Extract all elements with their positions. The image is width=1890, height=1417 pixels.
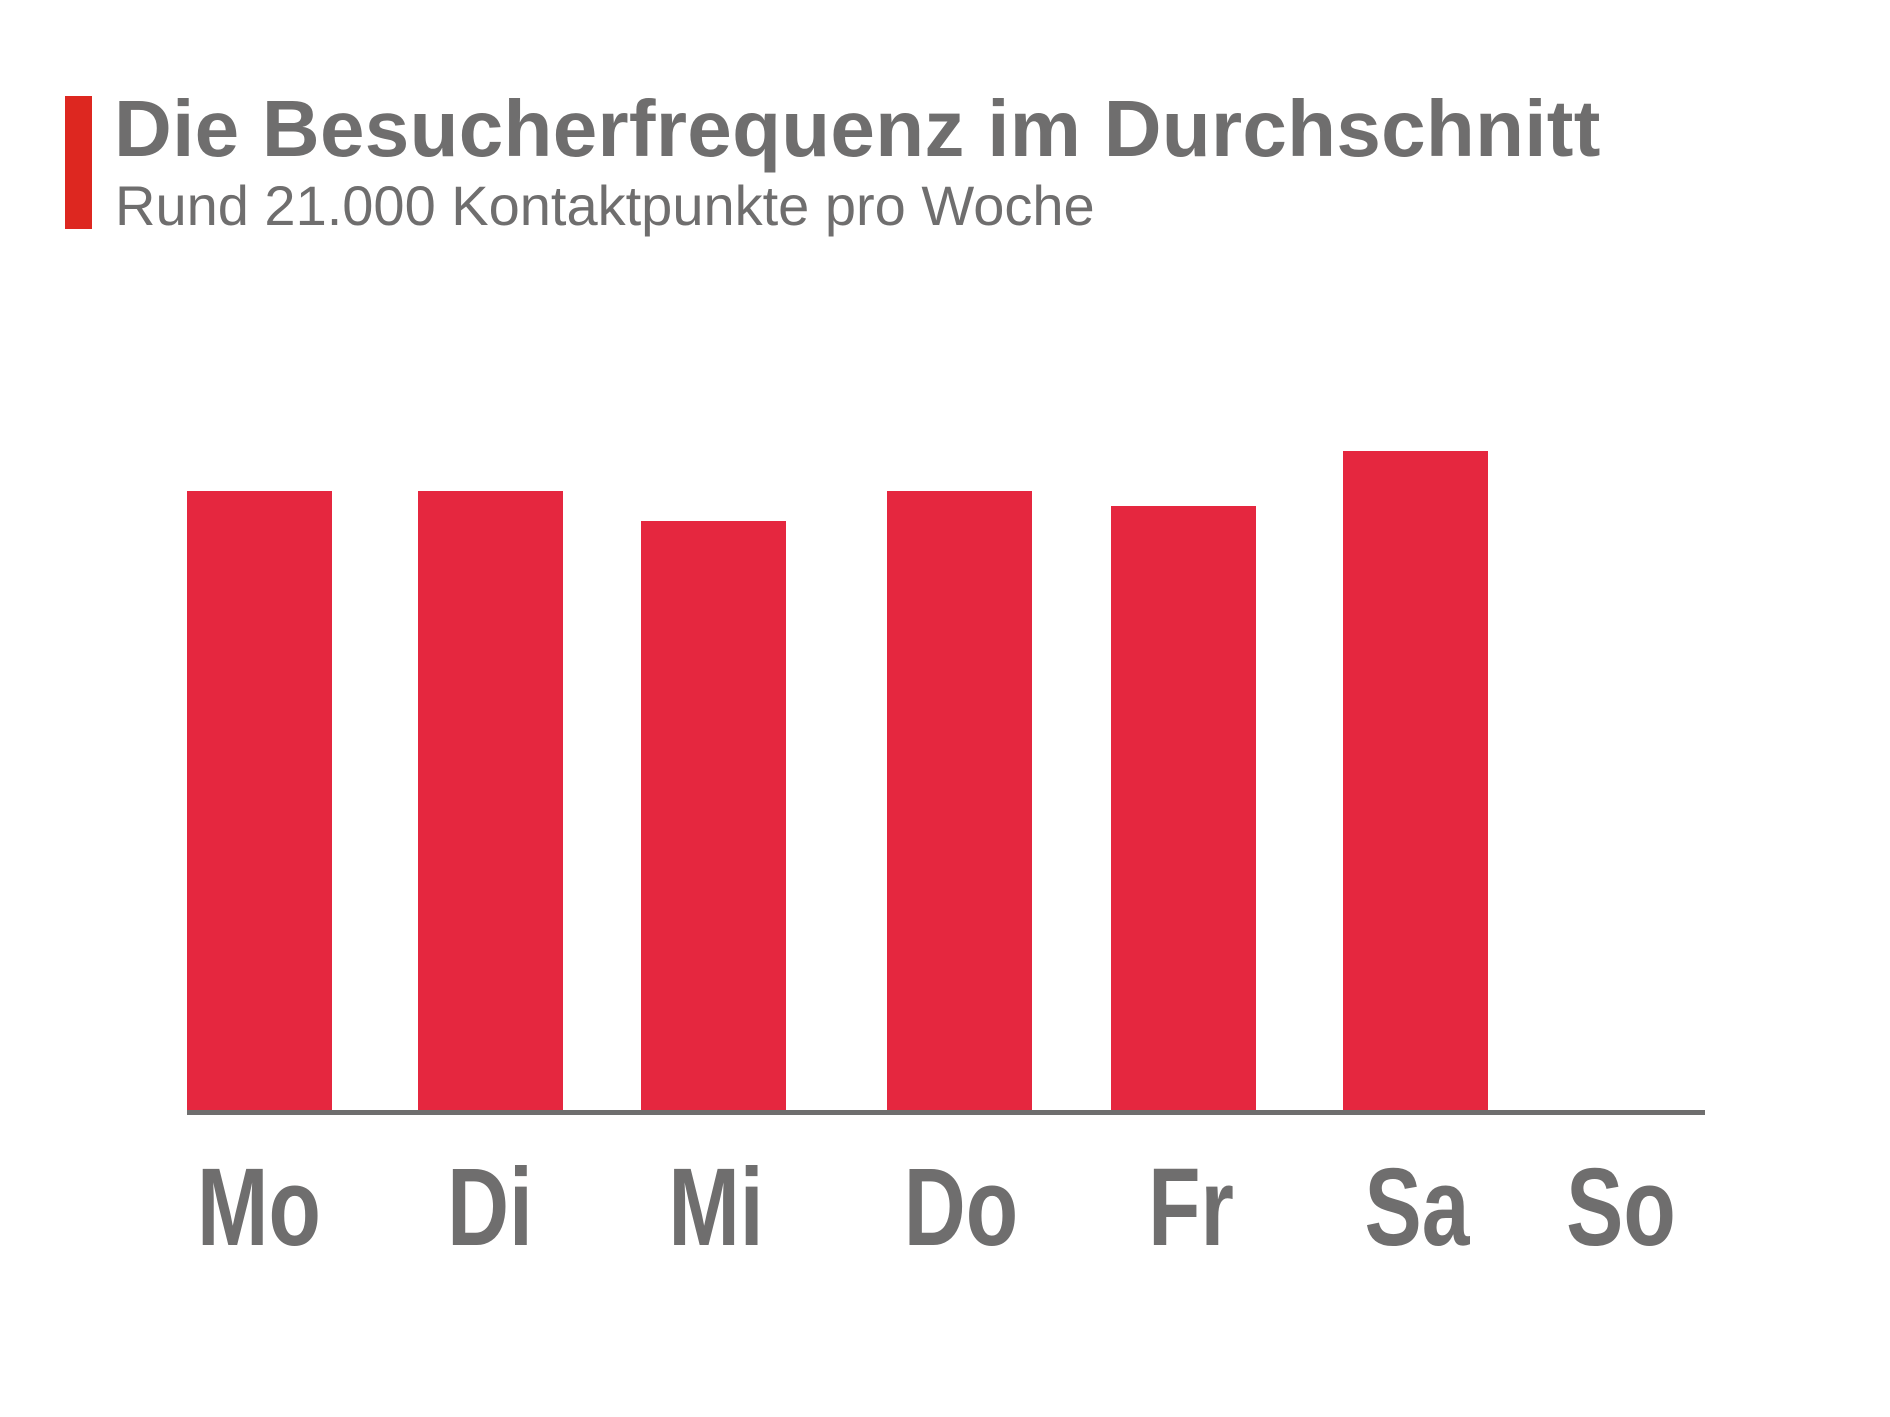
- x-label-di: Di: [447, 1146, 533, 1269]
- bar-sa: [1343, 451, 1488, 1110]
- title-accent-bar: [65, 96, 92, 229]
- x-label-sa: Sa: [1364, 1146, 1470, 1269]
- bar-do: [887, 491, 1032, 1110]
- x-label-mi: Mi: [668, 1146, 764, 1269]
- x-label-mo: Mo: [197, 1146, 321, 1269]
- x-label-do: Do: [903, 1146, 1019, 1269]
- chart-title: Die Besucherfrequenz im Durchschnitt: [114, 84, 1601, 173]
- x-label-fr: Fr: [1148, 1146, 1234, 1269]
- bar-mi: [641, 521, 786, 1110]
- x-label-so: So: [1566, 1146, 1676, 1269]
- x-axis-line: [187, 1110, 1705, 1115]
- chart-subtitle: Rund 21.000 Kontaktpunkte pro Woche: [115, 174, 1095, 237]
- bar-di: [418, 491, 563, 1110]
- bar-fr: [1111, 506, 1256, 1110]
- bar-mo: [187, 491, 332, 1110]
